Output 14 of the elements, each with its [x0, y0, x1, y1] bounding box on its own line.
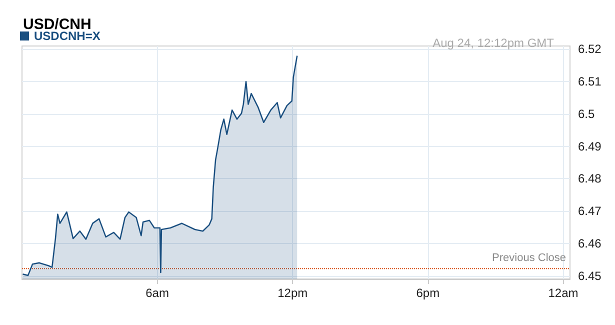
y-tick-label: 6.52	[578, 42, 602, 56]
y-tick-label: 6.49	[578, 139, 602, 154]
y-tick-label: 6.46	[578, 236, 602, 250]
x-tick-label: 6am	[146, 286, 169, 300]
y-tick-label: 6.45	[578, 268, 602, 283]
x-tick-label: 12pm	[278, 286, 308, 300]
ref-line-label: Previous Close	[492, 252, 566, 264]
x-tick-label: 6pm	[416, 286, 440, 300]
y-tick-label: 6.51	[578, 74, 602, 89]
y-tick-label: 6.47	[578, 204, 602, 218]
x-tick-label: 12am	[548, 286, 578, 300]
y-tick-label: 6.5	[578, 106, 596, 121]
chart-subtitle: Aug 24, 12:12pm GMT	[432, 36, 555, 50]
y-tick-label: 6.48	[578, 172, 602, 186]
